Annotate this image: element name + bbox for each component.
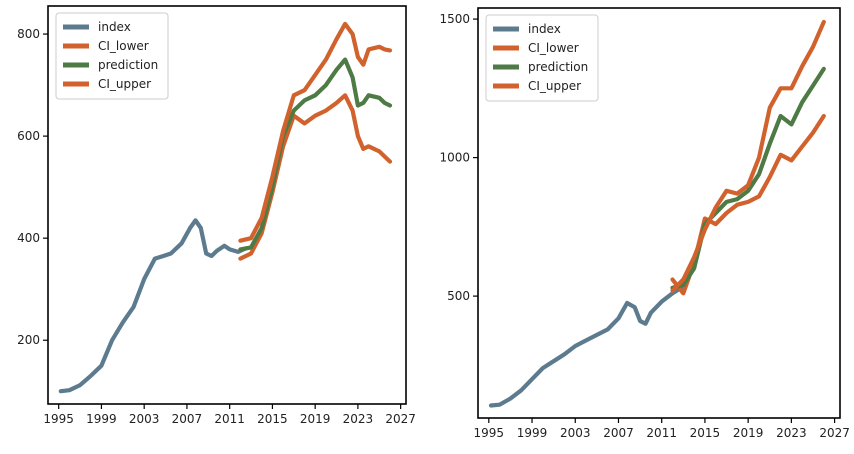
legend-label: CI_upper (98, 77, 151, 91)
x-tick-label: 1999 (517, 426, 548, 440)
y-tick-label: 400 (17, 231, 40, 245)
x-tick-label: 2019 (733, 426, 764, 440)
x-tick-label: 2023 (343, 412, 374, 426)
x-tick-label: 2015 (690, 426, 721, 440)
series-line-ci-upper (238, 21, 393, 243)
plot-frame (47, 5, 407, 405)
chart-panel-1: 1995 1999 2003 2007 2011 2015 2019 2023 2027 200 4… (17, 5, 416, 426)
legend-label: index (98, 20, 131, 34)
series-line-index (58, 218, 248, 394)
series-line-ci-upper (670, 19, 826, 293)
x-tick-label: 2011 (646, 426, 677, 440)
y-tick-label: 1000 (439, 151, 470, 165)
x-tick-label: 2007 (172, 412, 203, 426)
x-tick-label: 2019 (300, 412, 331, 426)
series-line-index (488, 285, 684, 408)
x-tick-label: 2015 (257, 412, 288, 426)
x-tick-label: 2003 (129, 412, 160, 426)
legend-label: prediction (98, 58, 158, 72)
x-tick-label: 1999 (86, 412, 117, 426)
legend-box (485, 14, 599, 102)
legend-label: prediction (528, 60, 588, 74)
x-tick-label: 2003 (560, 426, 591, 440)
x-tick-label: 2011 (214, 412, 245, 426)
legend-label: index (528, 22, 561, 36)
legend-label: CI_lower (98, 39, 149, 53)
plot-frame (477, 7, 841, 419)
x-tick-label: 1995 (43, 412, 74, 426)
y-tick-label: 600 (17, 129, 40, 143)
y-tick-label: 800 (17, 27, 40, 41)
y-tick-label: 1500 (439, 12, 470, 26)
x-tick-label: 1995 (474, 426, 505, 440)
y-tick-label: 200 (17, 333, 40, 347)
legend-label: CI_upper (528, 79, 581, 93)
series-line-ci-lower (238, 93, 393, 261)
chart-panel-2: 1995 1999 2003 2007 2011 2015 2019 2023 2027 500 1… (439, 7, 850, 440)
legend-box (55, 12, 169, 100)
y-tick-label: 500 (447, 289, 470, 303)
legend: index CI_lower prediction CI_upper (55, 12, 169, 100)
legend: index CI_lower prediction CI_upper (485, 14, 599, 102)
x-tick-label: 2023 (776, 426, 807, 440)
series-line-prediction (238, 57, 393, 252)
x-tick-label: 2027 (385, 412, 416, 426)
legend-label: CI_lower (528, 41, 579, 55)
x-tick-label: 2007 (603, 426, 634, 440)
x-tick-label: 2027 (819, 426, 850, 440)
